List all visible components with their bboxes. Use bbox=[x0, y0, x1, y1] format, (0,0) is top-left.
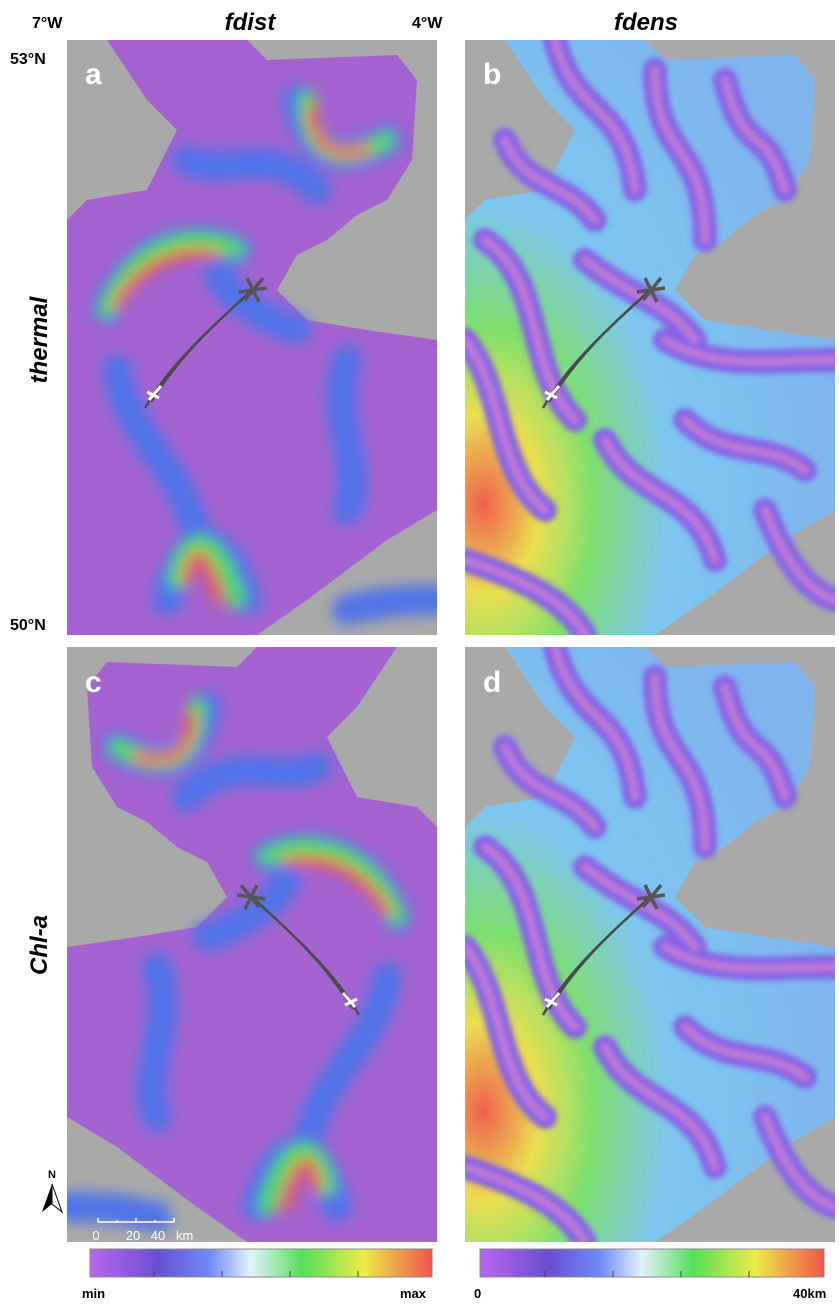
colorbar: 0 40km bbox=[474, 1249, 826, 1301]
lat-label: 53°N bbox=[10, 51, 46, 68]
panel-label: b bbox=[483, 58, 501, 91]
panel-label: a bbox=[85, 58, 102, 91]
column-title: fdens bbox=[614, 9, 678, 36]
scale-tick: 0 bbox=[92, 1228, 99, 1243]
colorbar: min max bbox=[82, 1249, 432, 1301]
colorbar-min: 0 bbox=[474, 1286, 481, 1301]
colorbar-min: min bbox=[82, 1286, 105, 1301]
map-panel bbox=[465, 40, 835, 635]
north-arrow: N bbox=[42, 1169, 62, 1212]
column-title: fdist bbox=[225, 9, 277, 36]
scale-tick: 20 bbox=[126, 1228, 140, 1243]
scale-unit: km bbox=[176, 1228, 193, 1243]
lon-label: 4°W bbox=[412, 15, 443, 32]
row-title: Chl-a bbox=[26, 915, 53, 975]
row-title: thermal bbox=[26, 295, 53, 383]
map-panel bbox=[67, 647, 437, 1242]
map-panel bbox=[465, 647, 835, 1242]
lat-label: 50°N bbox=[10, 617, 46, 634]
colorbar-max: 40km bbox=[793, 1286, 826, 1301]
lon-label: 7°W bbox=[32, 15, 63, 32]
panel-label: d bbox=[483, 666, 501, 699]
map-panel bbox=[67, 40, 437, 635]
north-label: N bbox=[48, 1169, 56, 1181]
colorbar-max: max bbox=[400, 1286, 427, 1301]
scale-tick: 40 bbox=[151, 1228, 165, 1243]
figure: 7°W 4°W fdist fdens 53°N 50°N thermal Ch… bbox=[0, 0, 839, 1309]
panel-label: c bbox=[85, 666, 102, 699]
